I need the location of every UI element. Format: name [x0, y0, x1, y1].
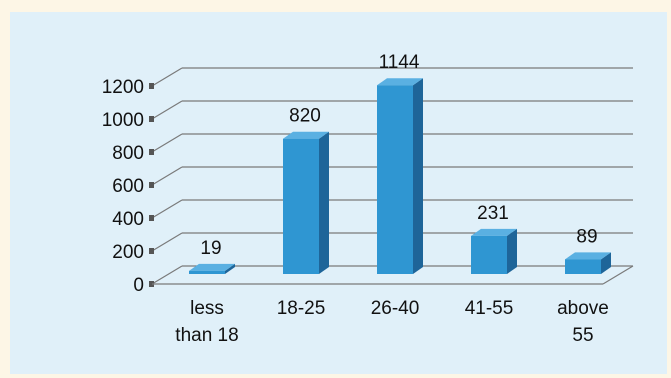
bar-front — [565, 259, 601, 274]
y-tick-mark — [149, 281, 154, 287]
bar — [471, 228, 517, 274]
data-label: 1144 — [379, 52, 420, 73]
x-tick-label: 18-25 — [277, 298, 326, 319]
bar-front — [377, 85, 413, 275]
y-tick-mark — [149, 83, 154, 89]
gridline-depth — [151, 133, 183, 153]
y-tick-label: 1000 — [102, 110, 144, 131]
bar-front — [471, 235, 507, 274]
bar-front — [189, 270, 225, 274]
x-tick-label: 41-55 — [465, 298, 514, 319]
y-tick-label: 1200 — [102, 77, 144, 98]
x-tick-label: 26-40 — [371, 298, 420, 319]
data-label: 19 — [200, 238, 221, 259]
y-tick-label: 800 — [112, 143, 144, 164]
data-label: 231 — [477, 203, 509, 224]
y-tick-label: 200 — [112, 242, 144, 263]
bar-side — [319, 131, 329, 274]
bar — [377, 78, 423, 275]
y-tick-mark — [149, 116, 154, 122]
bar-top — [283, 131, 329, 139]
bar — [189, 263, 235, 274]
bar — [283, 131, 329, 274]
bar-top — [189, 263, 235, 271]
y-tick-label: 400 — [112, 209, 144, 230]
data-label: 820 — [289, 106, 321, 127]
bar-top — [471, 228, 517, 236]
gridline-depth — [151, 100, 183, 120]
bar-top — [377, 78, 423, 86]
x-tick-label: above 55 — [557, 298, 609, 346]
x-axis: less than 18 18-25 26-40 41-55 above 55 — [175, 298, 609, 346]
gridline-depth — [151, 67, 183, 87]
bar-front — [283, 138, 319, 274]
y-tick-label: 600 — [112, 176, 144, 197]
bar — [565, 252, 611, 274]
data-labels: 19 820 1144 231 89 — [200, 52, 597, 259]
bar-side — [507, 228, 517, 274]
y-tick-mark — [149, 149, 154, 155]
bar-side — [601, 252, 611, 274]
bars — [189, 78, 611, 275]
y-tick-label: 0 — [133, 275, 144, 296]
y-axis: 0 200 400 600 800 1000 1200 — [102, 77, 144, 296]
data-label: 89 — [576, 226, 597, 247]
floor-side-edge — [602, 265, 634, 285]
gridline-depth — [151, 265, 183, 285]
x-tick-label: less than 18 — [175, 298, 238, 346]
gridline-depth — [151, 199, 183, 219]
chart-panel: 0 200 400 600 800 1000 1200 19 820 1144 231 89 les… — [10, 12, 667, 374]
y-tick-mark — [149, 248, 154, 254]
gridline-depth — [151, 166, 183, 186]
bar-side — [225, 263, 235, 274]
gridline-depth — [151, 232, 183, 252]
bar-side — [413, 78, 423, 275]
bar-top — [565, 252, 611, 260]
y-tick-mark — [149, 215, 154, 221]
y-tick-mark — [149, 182, 154, 188]
bar-chart: 0 200 400 600 800 1000 1200 19 820 1144 231 89 les… — [102, 52, 634, 346]
